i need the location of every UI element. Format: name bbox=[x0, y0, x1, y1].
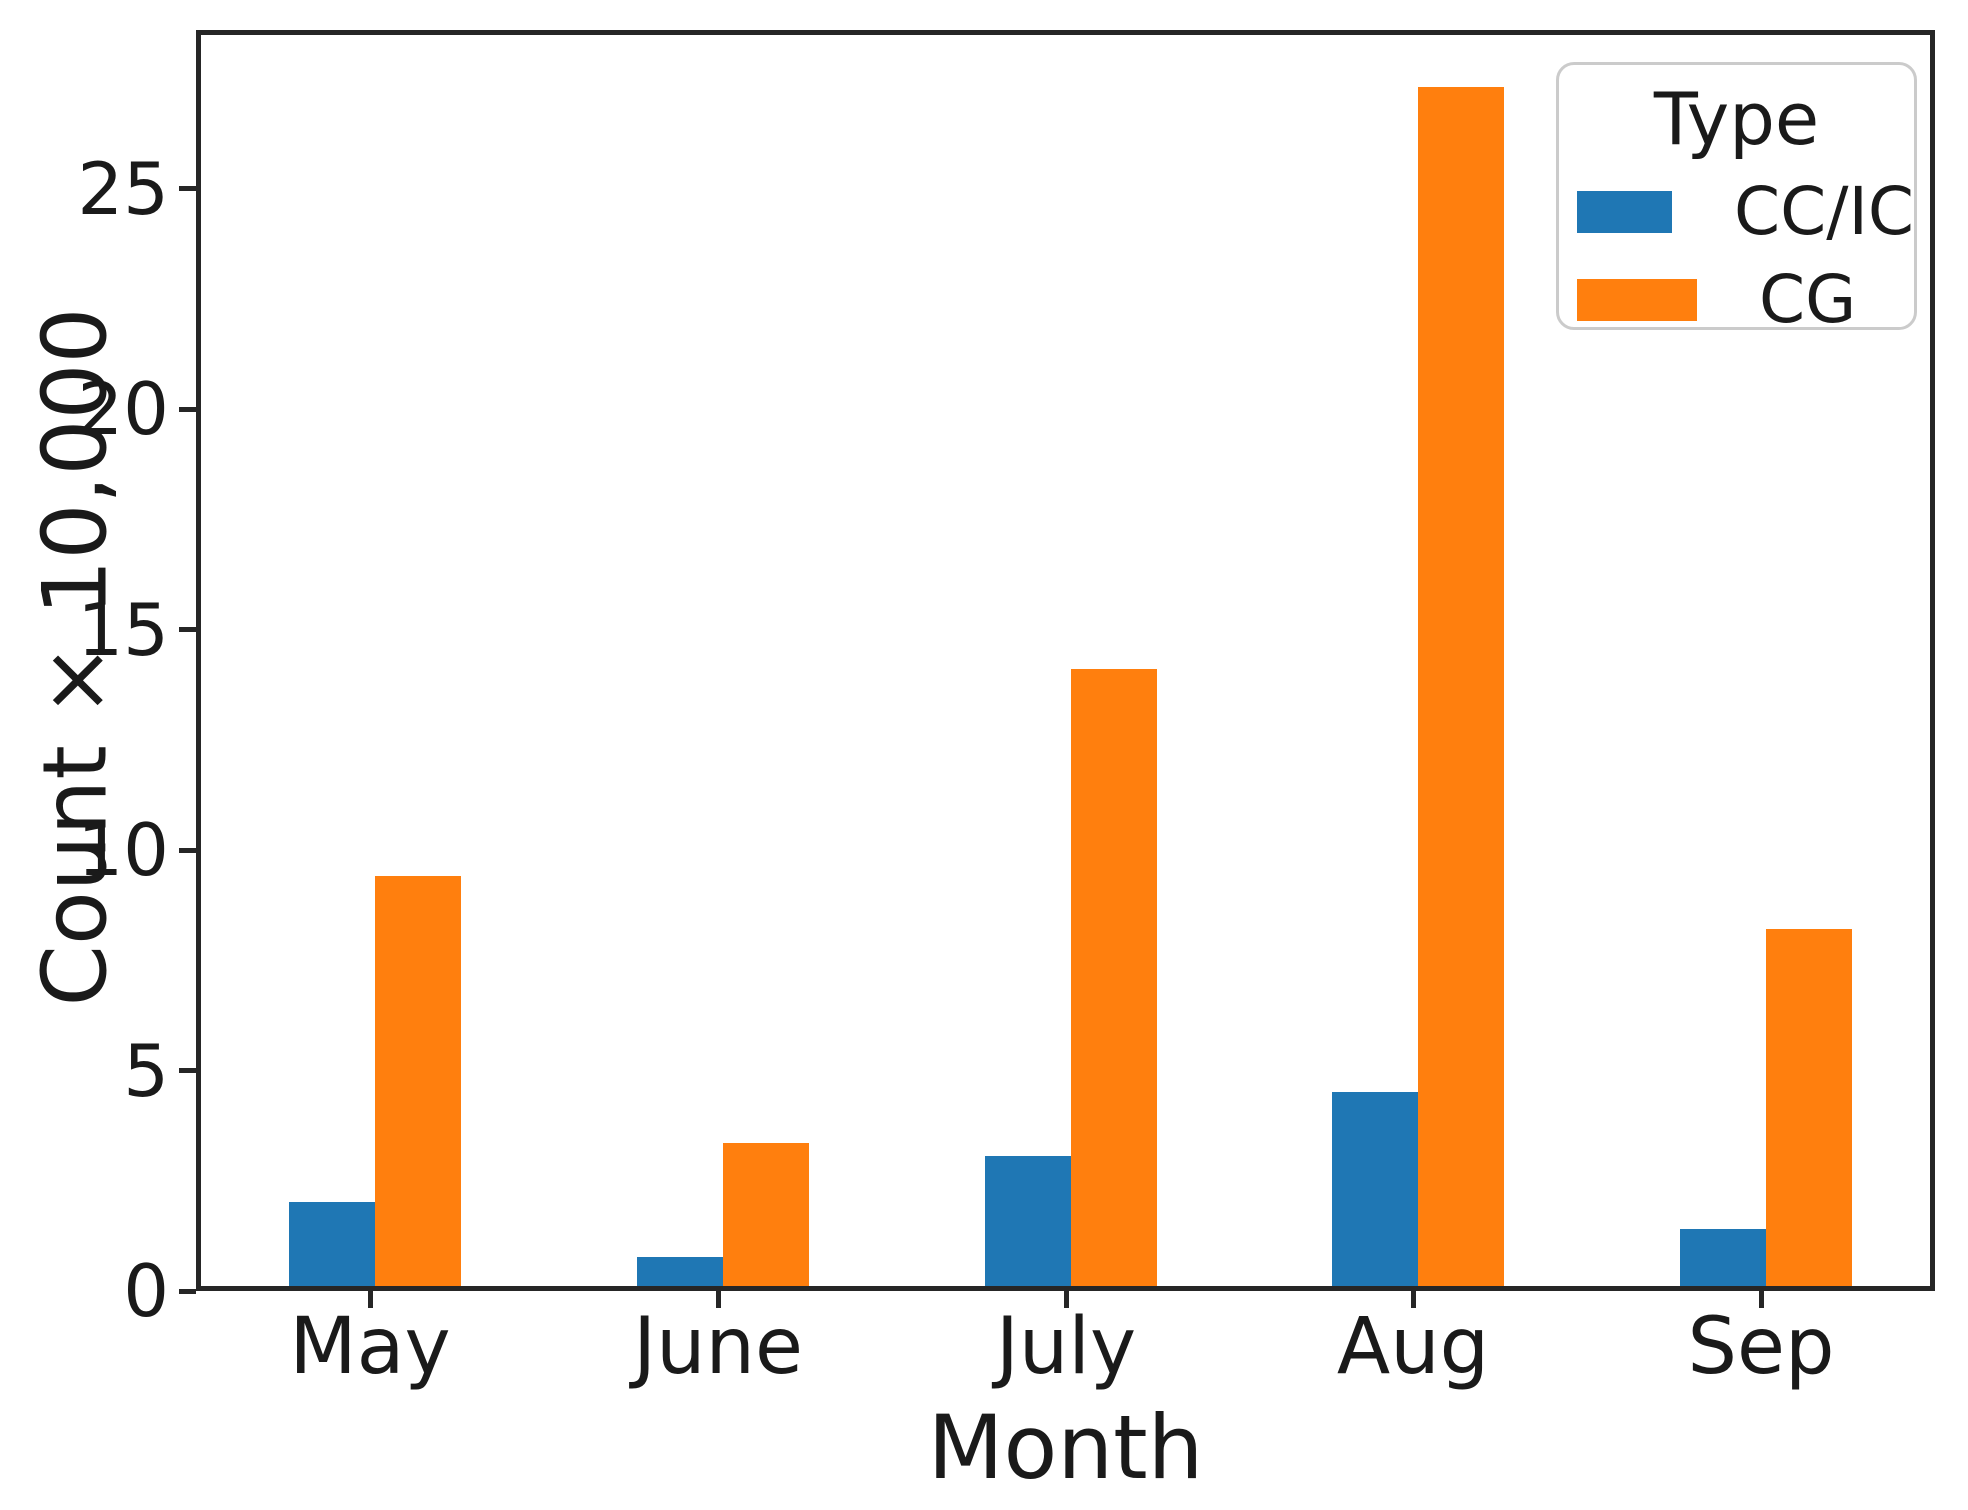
legend-swatch-cg bbox=[1577, 279, 1697, 321]
y-tick-5 bbox=[179, 1068, 196, 1073]
bar-june-cg bbox=[723, 1143, 809, 1286]
x-tick-label-may: May bbox=[289, 1302, 451, 1392]
x-tick-label-june: June bbox=[633, 1302, 803, 1392]
y-axis-label: Count × 10,000 bbox=[23, 307, 127, 1007]
bar-july-ccic bbox=[985, 1156, 1071, 1286]
x-axis-label: Month bbox=[927, 1396, 1204, 1499]
legend: Type CC/IC CG bbox=[1556, 62, 1917, 333]
bar-july-cg bbox=[1071, 669, 1157, 1286]
y-tick-label-5: 5 bbox=[123, 1029, 169, 1113]
x-tick-sep bbox=[1759, 1291, 1764, 1308]
x-tick-label-aug: Aug bbox=[1336, 1302, 1490, 1392]
bar-june-ccic bbox=[637, 1257, 723, 1286]
y-tick-label-10: 10 bbox=[77, 808, 169, 892]
y-tick-15 bbox=[179, 627, 196, 632]
x-tick-june bbox=[716, 1291, 721, 1308]
x-tick-july bbox=[1064, 1291, 1069, 1308]
x-tick-label-july: July bbox=[995, 1302, 1137, 1392]
y-tick-label-0: 0 bbox=[123, 1249, 169, 1333]
legend-row-ccic: CC/IC bbox=[1577, 179, 1914, 245]
legend-label-ccic: CC/IC bbox=[1734, 173, 1914, 250]
y-tick-label-25: 25 bbox=[77, 147, 169, 231]
y-tick-10 bbox=[179, 848, 196, 853]
bar-sep-ccic bbox=[1680, 1229, 1766, 1286]
legend-title: Type bbox=[1653, 77, 1820, 161]
plot-area: Type CC/IC CG bbox=[196, 30, 1935, 1291]
y-tick-0 bbox=[179, 1289, 196, 1294]
bar-sep-cg bbox=[1766, 929, 1852, 1286]
y-tick-20 bbox=[179, 407, 196, 412]
y-tick-label-20: 20 bbox=[77, 367, 169, 451]
x-tick-label-sep: Sep bbox=[1687, 1302, 1835, 1392]
y-tick-25 bbox=[179, 186, 196, 191]
x-tick-may bbox=[368, 1291, 373, 1308]
bar-may-cg bbox=[375, 876, 461, 1286]
bar-aug-ccic bbox=[1332, 1092, 1418, 1286]
legend-swatch-ccic bbox=[1577, 191, 1673, 233]
legend-label-cg: CG bbox=[1759, 261, 1857, 338]
x-tick-aug bbox=[1411, 1291, 1416, 1308]
plot-inner bbox=[201, 35, 1930, 1286]
legend-row-cg: CG bbox=[1577, 267, 1914, 333]
y-tick-label-15: 15 bbox=[77, 588, 169, 672]
bar-may-ccic bbox=[289, 1202, 375, 1286]
legend-rows: CC/IC CG bbox=[1559, 179, 1914, 333]
bar-aug-cg bbox=[1418, 87, 1504, 1286]
